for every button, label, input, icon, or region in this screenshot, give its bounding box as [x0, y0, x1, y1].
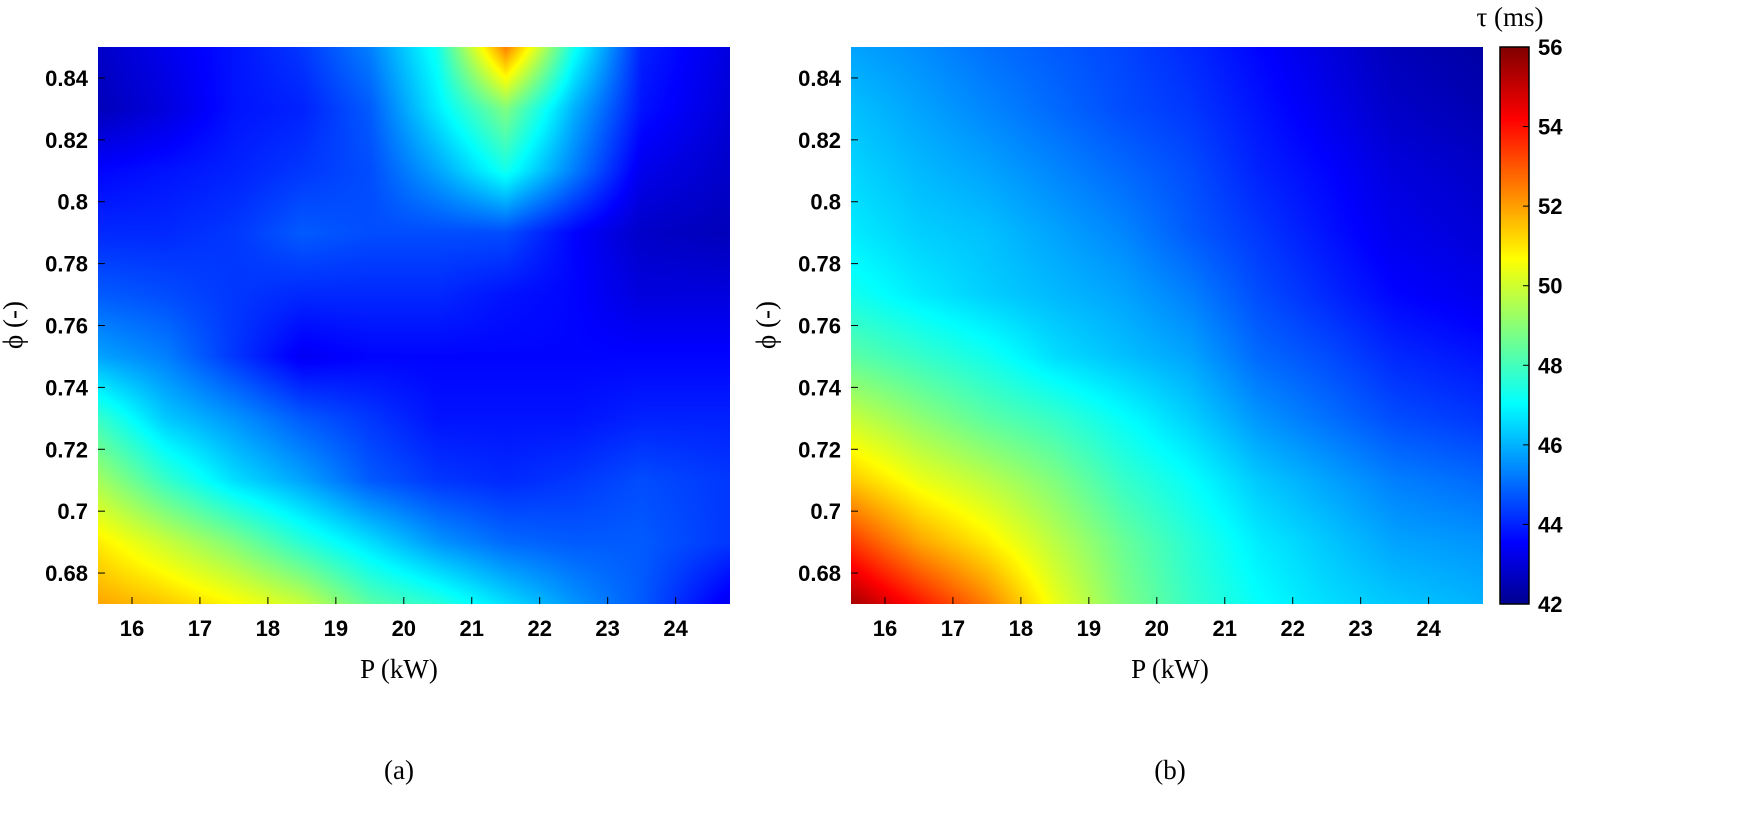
x-tick-label-b-3: 19	[1077, 616, 1101, 641]
colorbar-ticks: 42 44 46 48 50 52 54 56	[1523, 35, 1563, 617]
x-axis-label-a: P (kW)	[360, 654, 438, 684]
x-tick-label-b-6: 22	[1280, 616, 1304, 641]
y-axis-label-b: ϕ (-)	[751, 301, 781, 349]
x-tick-label-b-4: 20	[1145, 616, 1169, 641]
y-tick-label-a-6: 0.8	[57, 190, 88, 215]
panel-label-b: (b)	[1154, 755, 1185, 785]
x-tick-label-a-3: 19	[324, 616, 348, 641]
heatmap-b-area	[851, 47, 1483, 604]
x-tick-label-b-8: 24	[1416, 616, 1441, 641]
colorbar-tick-label-3: 48	[1538, 353, 1562, 378]
colorbar: τ (ms) 42 44 46 48 50 52 54 56	[1476, 2, 1563, 617]
x-tick-label-a-7: 23	[595, 616, 619, 641]
colorbar-tick-label-4: 50	[1538, 274, 1562, 299]
y-tick-label-b-3: 0.74	[798, 375, 842, 400]
y-tick-label-a-4: 0.76	[45, 314, 88, 339]
y-tick-label-b-7: 0.82	[798, 128, 841, 153]
x-tick-label-a-4: 20	[392, 616, 416, 641]
colorbar-gradient	[1499, 46, 1530, 605]
colorbar-tick-label-6: 54	[1538, 115, 1563, 140]
y-tick-label-b-0: 0.68	[798, 561, 841, 586]
x-tick-label-a-8: 24	[663, 616, 688, 641]
panel-label-a: (a)	[384, 755, 414, 785]
y-tick-label-b-8: 0.84	[798, 66, 842, 91]
colorbar-tick-label-2: 46	[1538, 433, 1562, 458]
y-tick-label-b-4: 0.76	[798, 314, 841, 339]
chart-b: 16 17 18 19 20 21 22 23 24 0.680.70.720.740.760.…	[751, 47, 1483, 785]
x-ticks-a: 16 17 18 19 20 21 22 23 24	[120, 597, 689, 641]
x-axis-label-b: P (kW)	[1131, 654, 1209, 684]
x-tick-label-a-2: 18	[256, 616, 280, 641]
x-tick-label-b-0: 16	[873, 616, 897, 641]
colorbar-tick-label-5: 52	[1538, 194, 1562, 219]
y-tick-label-a-7: 0.82	[45, 128, 88, 153]
colorbar-tick-label-0: 42	[1538, 592, 1562, 617]
heatmap-a-canvas	[98, 47, 730, 604]
x-tick-label-b-7: 23	[1348, 616, 1372, 641]
y-tick-label-a-0: 0.68	[45, 561, 88, 586]
chart-a: 16 17 18 19 20 21 22 23 24 0.680.70.720.740.760.…	[0, 47, 730, 785]
x-tick-label-b-5: 21	[1213, 616, 1237, 641]
x-tick-label-a-5: 21	[460, 616, 484, 641]
heatmap-a-area	[98, 47, 730, 604]
y-tick-label-a-5: 0.78	[45, 252, 88, 277]
y-tick-label-a-8: 0.84	[45, 66, 89, 91]
y-tick-label-b-6: 0.8	[810, 190, 841, 215]
y-tick-label-a-1: 0.7	[57, 499, 88, 524]
y-tick-label-a-2: 0.72	[45, 437, 88, 462]
y-tick-label-a-3: 0.74	[45, 375, 89, 400]
colorbar-title: τ (ms)	[1476, 2, 1543, 32]
x-tick-label-b-2: 18	[1009, 616, 1033, 641]
colorbar-tick-label-1: 44	[1538, 512, 1563, 537]
x-tick-label-a-0: 16	[120, 616, 144, 641]
x-tick-label-a-6: 22	[527, 616, 551, 641]
y-tick-label-b-1: 0.7	[810, 499, 841, 524]
heatmap-b-canvas	[851, 47, 1483, 604]
x-ticks-b: 16 17 18 19 20 21 22 23 24	[873, 597, 1442, 641]
y-tick-label-b-2: 0.72	[798, 437, 841, 462]
y-tick-label-b-5: 0.78	[798, 252, 841, 277]
x-tick-label-a-1: 17	[188, 616, 212, 641]
y-ticks-a: 0.68 0.7 0.72 0.74 0.76 0.78 0.8 0.82 0.84	[45, 66, 105, 586]
colorbar-tick-label-7: 56	[1538, 35, 1562, 60]
y-axis-label-a: ϕ (-)	[0, 301, 28, 349]
x-tick-label-b-1: 17	[941, 616, 965, 641]
y-ticks-b: 0.68 0.7 0.72 0.74 0.76 0.78 0.8 0.82 0.84	[798, 66, 858, 586]
